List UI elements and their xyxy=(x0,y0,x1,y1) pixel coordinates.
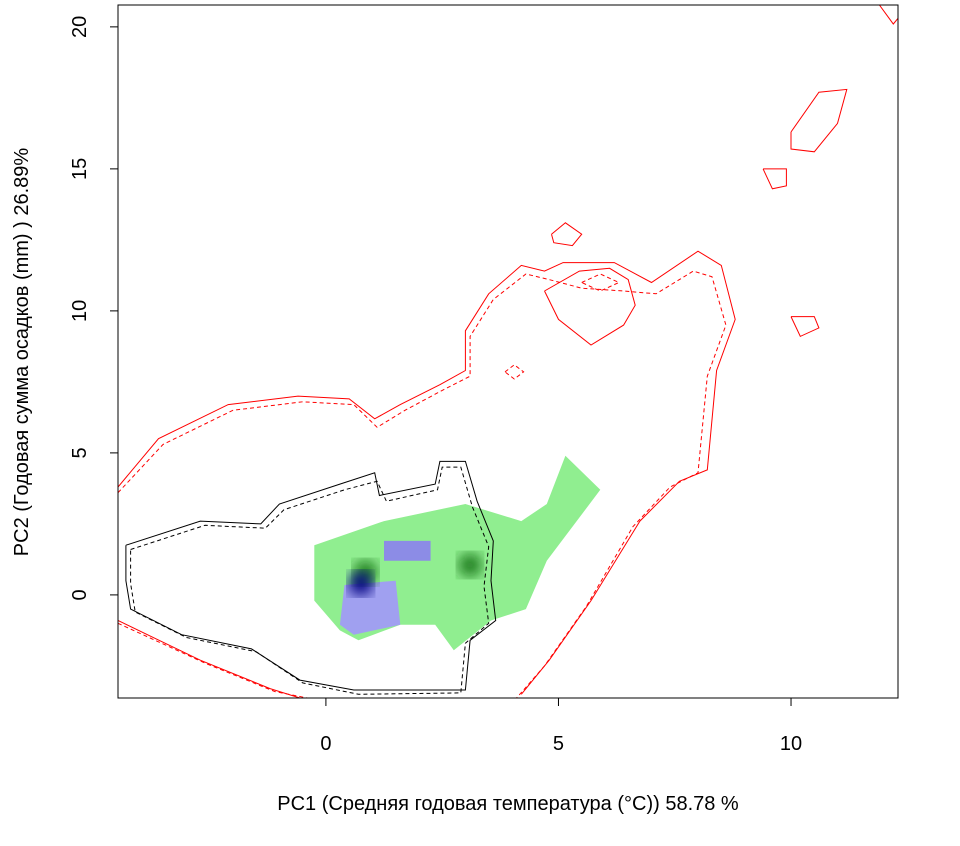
contour-line xyxy=(551,222,583,247)
density-peak xyxy=(348,571,373,596)
contour-line xyxy=(790,316,820,338)
y-axis-label: PC2 (Годовая сумма осадков (mm) ) 26.89% xyxy=(11,148,33,557)
contour-line xyxy=(130,466,490,695)
plot-area xyxy=(118,5,898,698)
contour-line xyxy=(544,267,636,346)
y-tick-label: 10 xyxy=(69,300,91,322)
contour-line xyxy=(118,622,308,698)
y-tick-label: 0 xyxy=(69,589,91,600)
contour-line xyxy=(118,270,727,698)
density-region xyxy=(384,540,431,561)
density-peak xyxy=(458,553,483,578)
y-tick-label: 20 xyxy=(69,16,91,38)
contour-line xyxy=(762,168,787,190)
y-tick-label: 5 xyxy=(69,447,91,458)
contour-line xyxy=(118,250,736,695)
x-tick-label: 0 xyxy=(320,733,331,755)
contour-line xyxy=(125,460,497,691)
contour-line xyxy=(790,88,848,153)
x-axis-label: PC1 (Средняя годовая температура (°C)) 5… xyxy=(277,793,739,815)
density-region xyxy=(339,580,401,635)
contour-line xyxy=(118,620,301,698)
y-tick-label: 15 xyxy=(69,158,91,180)
plot-frame xyxy=(117,4,899,699)
x-tick-label: 10 xyxy=(780,733,802,755)
x-tick-label: 5 xyxy=(553,733,564,755)
contour-line xyxy=(878,5,898,25)
contour-line xyxy=(504,364,525,380)
